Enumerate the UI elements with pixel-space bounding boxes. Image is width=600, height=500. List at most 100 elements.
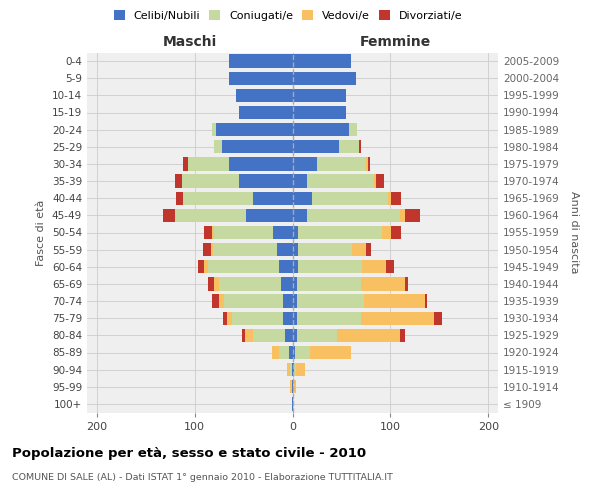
Bar xyxy=(298,243,352,256)
Bar xyxy=(239,174,293,188)
Bar xyxy=(273,226,293,239)
Bar xyxy=(295,346,310,359)
Bar xyxy=(337,328,400,342)
Bar xyxy=(361,277,405,290)
Bar xyxy=(298,277,361,290)
Bar xyxy=(425,294,427,308)
Bar xyxy=(386,260,394,274)
Bar xyxy=(245,208,293,222)
Bar xyxy=(312,192,388,205)
Bar xyxy=(203,243,211,256)
Bar xyxy=(236,88,293,102)
Text: COMUNE DI SALE (AL) - Dati ISTAT 1° gennaio 2010 - Elaborazione TUTTITALIA.IT: COMUNE DI SALE (AL) - Dati ISTAT 1° genn… xyxy=(12,472,393,482)
Bar xyxy=(163,208,175,222)
Bar xyxy=(293,243,298,256)
Bar xyxy=(298,294,364,308)
Bar xyxy=(405,208,420,222)
Bar xyxy=(298,260,362,274)
Bar xyxy=(361,312,434,325)
Bar xyxy=(283,312,293,325)
Bar xyxy=(374,174,376,188)
Bar xyxy=(279,346,289,359)
Bar xyxy=(212,294,219,308)
Bar xyxy=(293,208,307,222)
Bar xyxy=(287,363,290,376)
Legend: Celibi/Nubili, Coniugati/e, Vedovi/e, Divorziati/e: Celibi/Nubili, Coniugati/e, Vedovi/e, Di… xyxy=(112,8,464,23)
Bar xyxy=(307,174,374,188)
Bar xyxy=(368,157,370,170)
Bar xyxy=(293,260,298,274)
Bar xyxy=(182,174,239,188)
Text: Popolazione per età, sesso e stato civile - 2010: Popolazione per età, sesso e stato civil… xyxy=(12,448,366,460)
Bar xyxy=(290,380,292,394)
Bar xyxy=(212,123,216,136)
Bar xyxy=(223,312,227,325)
Bar xyxy=(212,226,214,239)
Bar xyxy=(293,192,312,205)
Bar xyxy=(229,54,293,68)
Bar xyxy=(293,363,295,376)
Bar xyxy=(290,363,292,376)
Bar xyxy=(293,106,346,119)
Bar xyxy=(232,312,283,325)
Bar xyxy=(293,174,307,188)
Bar xyxy=(293,54,351,68)
Text: Femmine: Femmine xyxy=(359,35,431,49)
Bar xyxy=(224,294,283,308)
Bar xyxy=(366,157,368,170)
Bar xyxy=(293,140,340,153)
Bar xyxy=(253,192,293,205)
Bar xyxy=(293,157,317,170)
Bar xyxy=(292,363,293,376)
Bar xyxy=(205,260,208,274)
Bar xyxy=(310,346,351,359)
Bar xyxy=(434,312,442,325)
Bar xyxy=(293,328,298,342)
Bar xyxy=(388,192,391,205)
Bar xyxy=(292,380,293,394)
Bar xyxy=(245,328,253,342)
Bar xyxy=(364,294,425,308)
Bar xyxy=(205,226,212,239)
Bar xyxy=(293,88,346,102)
Bar xyxy=(359,140,361,153)
Bar xyxy=(293,346,295,359)
Bar xyxy=(188,157,229,170)
Bar xyxy=(298,226,382,239)
Bar xyxy=(175,174,182,188)
Bar xyxy=(376,174,383,188)
Bar xyxy=(382,226,391,239)
Bar xyxy=(272,346,279,359)
Bar xyxy=(183,157,188,170)
Bar xyxy=(283,294,293,308)
Bar xyxy=(293,123,349,136)
Bar xyxy=(391,226,401,239)
Bar xyxy=(298,312,361,325)
Bar xyxy=(295,363,296,376)
Bar xyxy=(298,328,337,342)
Bar xyxy=(293,72,356,85)
Bar xyxy=(349,123,357,136)
Bar xyxy=(211,243,213,256)
Bar xyxy=(405,277,408,290)
Bar xyxy=(292,397,293,410)
Bar xyxy=(216,123,293,136)
Bar xyxy=(284,328,293,342)
Bar xyxy=(391,192,401,205)
Bar xyxy=(208,260,279,274)
Bar xyxy=(239,106,293,119)
Bar xyxy=(296,363,305,376)
Bar xyxy=(222,140,293,153)
Bar xyxy=(317,157,366,170)
Bar xyxy=(208,277,214,290)
Bar xyxy=(227,312,232,325)
Bar xyxy=(400,208,405,222)
Bar xyxy=(229,157,293,170)
Bar xyxy=(219,294,224,308)
Bar xyxy=(293,226,298,239)
Bar xyxy=(362,260,386,274)
Bar xyxy=(242,328,245,342)
Bar xyxy=(214,277,219,290)
Bar xyxy=(214,140,222,153)
Bar xyxy=(219,277,281,290)
